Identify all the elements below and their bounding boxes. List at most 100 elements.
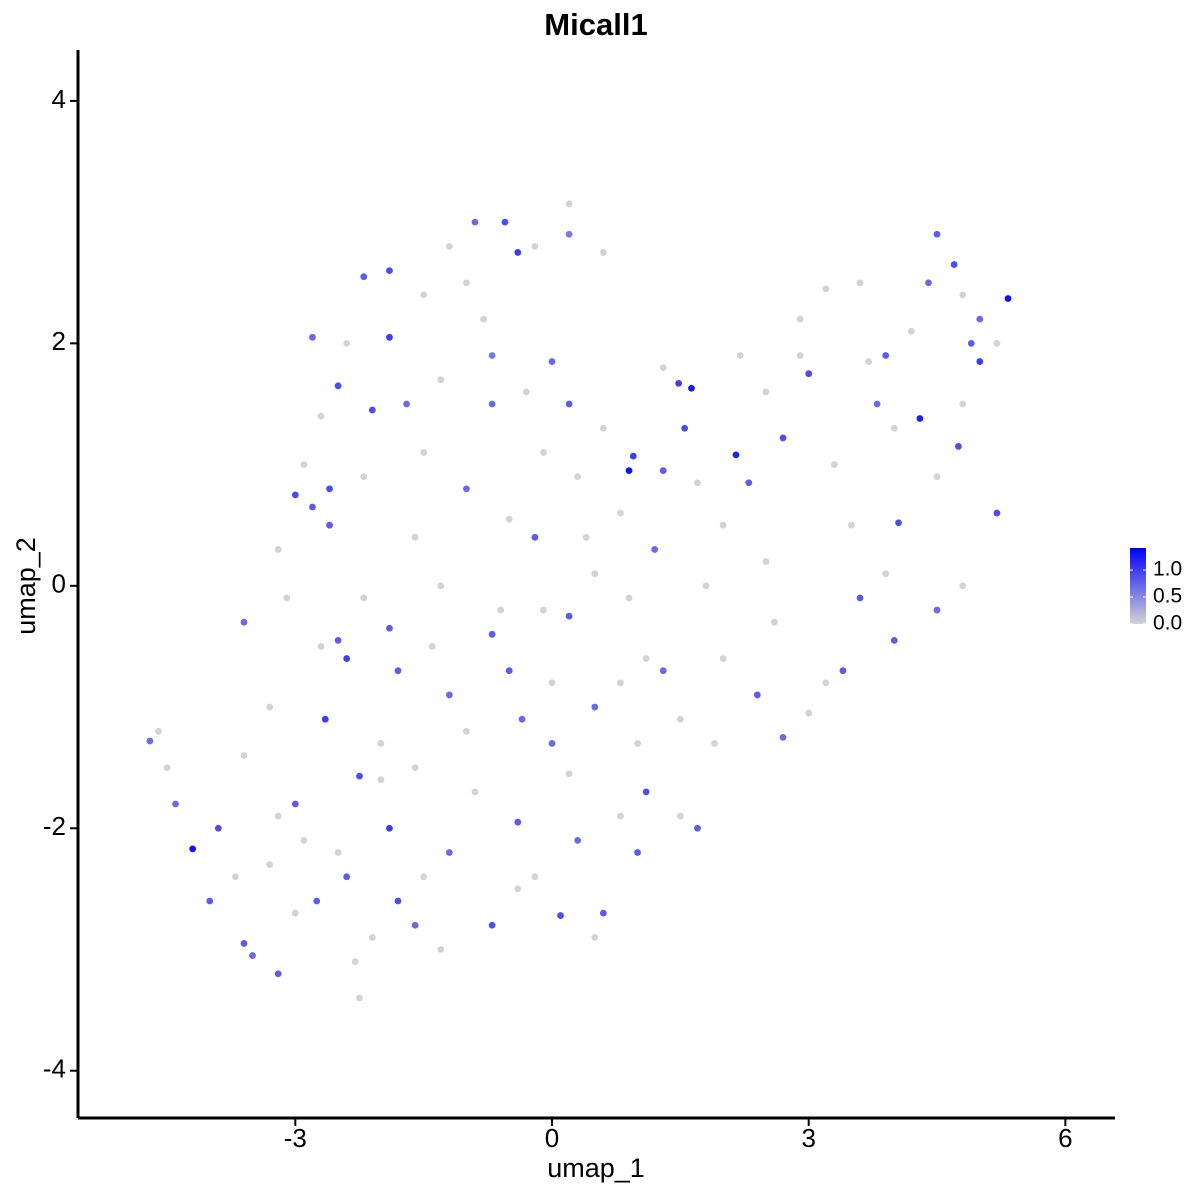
cell-point <box>659 467 667 475</box>
cell-point <box>711 740 718 747</box>
cell-point <box>386 267 393 275</box>
cell-point <box>762 558 770 565</box>
cell-point <box>420 449 428 456</box>
cell-point <box>394 667 402 675</box>
cell-point <box>356 772 363 780</box>
cell-point <box>445 691 453 699</box>
cell-point <box>518 715 526 723</box>
cell-point <box>907 327 915 335</box>
cell-point <box>856 594 864 602</box>
cell-point <box>445 242 453 250</box>
cell-point <box>300 836 308 844</box>
cell-point <box>326 485 333 493</box>
cell-point <box>993 339 1001 347</box>
cell-point <box>629 452 637 460</box>
cell-point <box>172 800 179 808</box>
cell-point <box>702 582 710 590</box>
cell-point <box>214 824 222 832</box>
cell-point <box>274 970 282 978</box>
cell-point <box>822 285 830 293</box>
cell-point <box>753 691 761 699</box>
cell-point <box>796 352 804 359</box>
cell-point <box>505 515 513 523</box>
cell-point <box>240 940 248 947</box>
cell-point <box>531 533 539 541</box>
cell-point <box>779 434 787 442</box>
cell-point <box>343 873 351 881</box>
cell-point <box>582 533 590 541</box>
cell-point <box>805 370 813 378</box>
cell-point <box>719 655 727 662</box>
cell-point <box>266 861 274 869</box>
cell-point <box>1004 295 1012 302</box>
cell-point <box>676 812 684 820</box>
cell-point <box>694 479 701 487</box>
cell-point <box>822 679 830 687</box>
cell-point <box>599 909 607 917</box>
cell-point <box>634 740 641 747</box>
cell-point <box>933 606 941 614</box>
cell-point <box>368 933 376 941</box>
cell-point <box>377 776 385 784</box>
colorbar-tick-label: 0.5 <box>1153 585 1182 608</box>
cell-point <box>445 849 453 856</box>
cell-point <box>925 279 932 287</box>
cell-point <box>771 618 778 626</box>
cell-point <box>557 912 564 919</box>
cell-point <box>856 279 864 287</box>
cell-point <box>796 315 804 323</box>
cell-point <box>428 643 436 650</box>
cell-point <box>599 424 607 432</box>
cell-point <box>830 461 838 468</box>
cell-point <box>625 594 633 602</box>
cell-point <box>565 230 573 238</box>
cell-point <box>497 606 505 614</box>
cell-point <box>574 836 582 844</box>
cell-point <box>732 451 740 459</box>
cell-point <box>848 521 855 529</box>
cell-point <box>274 546 282 553</box>
cell-point <box>356 994 363 1002</box>
cell-point <box>890 424 898 432</box>
cell-point <box>437 376 445 384</box>
cell-point <box>895 519 902 527</box>
cell-point <box>463 727 470 735</box>
cell-point <box>736 352 744 359</box>
x-tick-label: 6 <box>1058 1123 1072 1153</box>
cell-point <box>762 388 770 396</box>
cell-point <box>146 737 154 745</box>
cell-point <box>471 788 479 796</box>
cell-point <box>321 715 329 723</box>
cell-point <box>659 364 667 372</box>
y-axis-title: umap_2 <box>11 537 41 635</box>
cell-point <box>206 897 214 905</box>
cell-point <box>155 727 162 735</box>
cell-point <box>548 679 556 687</box>
cell-point <box>326 521 333 529</box>
cell-point <box>240 752 248 759</box>
cell-point <box>574 473 582 481</box>
cell-point <box>634 849 641 856</box>
cell-point <box>617 812 624 820</box>
cell-point <box>591 933 599 941</box>
cell-point <box>309 503 316 511</box>
cell-point <box>463 485 470 493</box>
cell-point <box>300 461 308 468</box>
cell-point <box>976 358 984 365</box>
cell-point <box>993 509 1001 517</box>
cell-point <box>360 473 368 481</box>
colorbar <box>1130 548 1146 624</box>
cell-point <box>617 509 624 517</box>
cell-point <box>890 636 898 644</box>
cell-point <box>617 679 624 687</box>
cell-point <box>976 315 984 323</box>
cell-point <box>437 582 445 590</box>
cell-point <box>334 636 342 644</box>
y-tick-label: 4 <box>52 84 66 114</box>
cell-point <box>933 230 941 238</box>
cell-point <box>403 400 410 408</box>
cell-point <box>309 333 316 341</box>
cell-point <box>274 812 282 820</box>
colorbar-tick-label: 0.0 <box>1153 612 1182 635</box>
